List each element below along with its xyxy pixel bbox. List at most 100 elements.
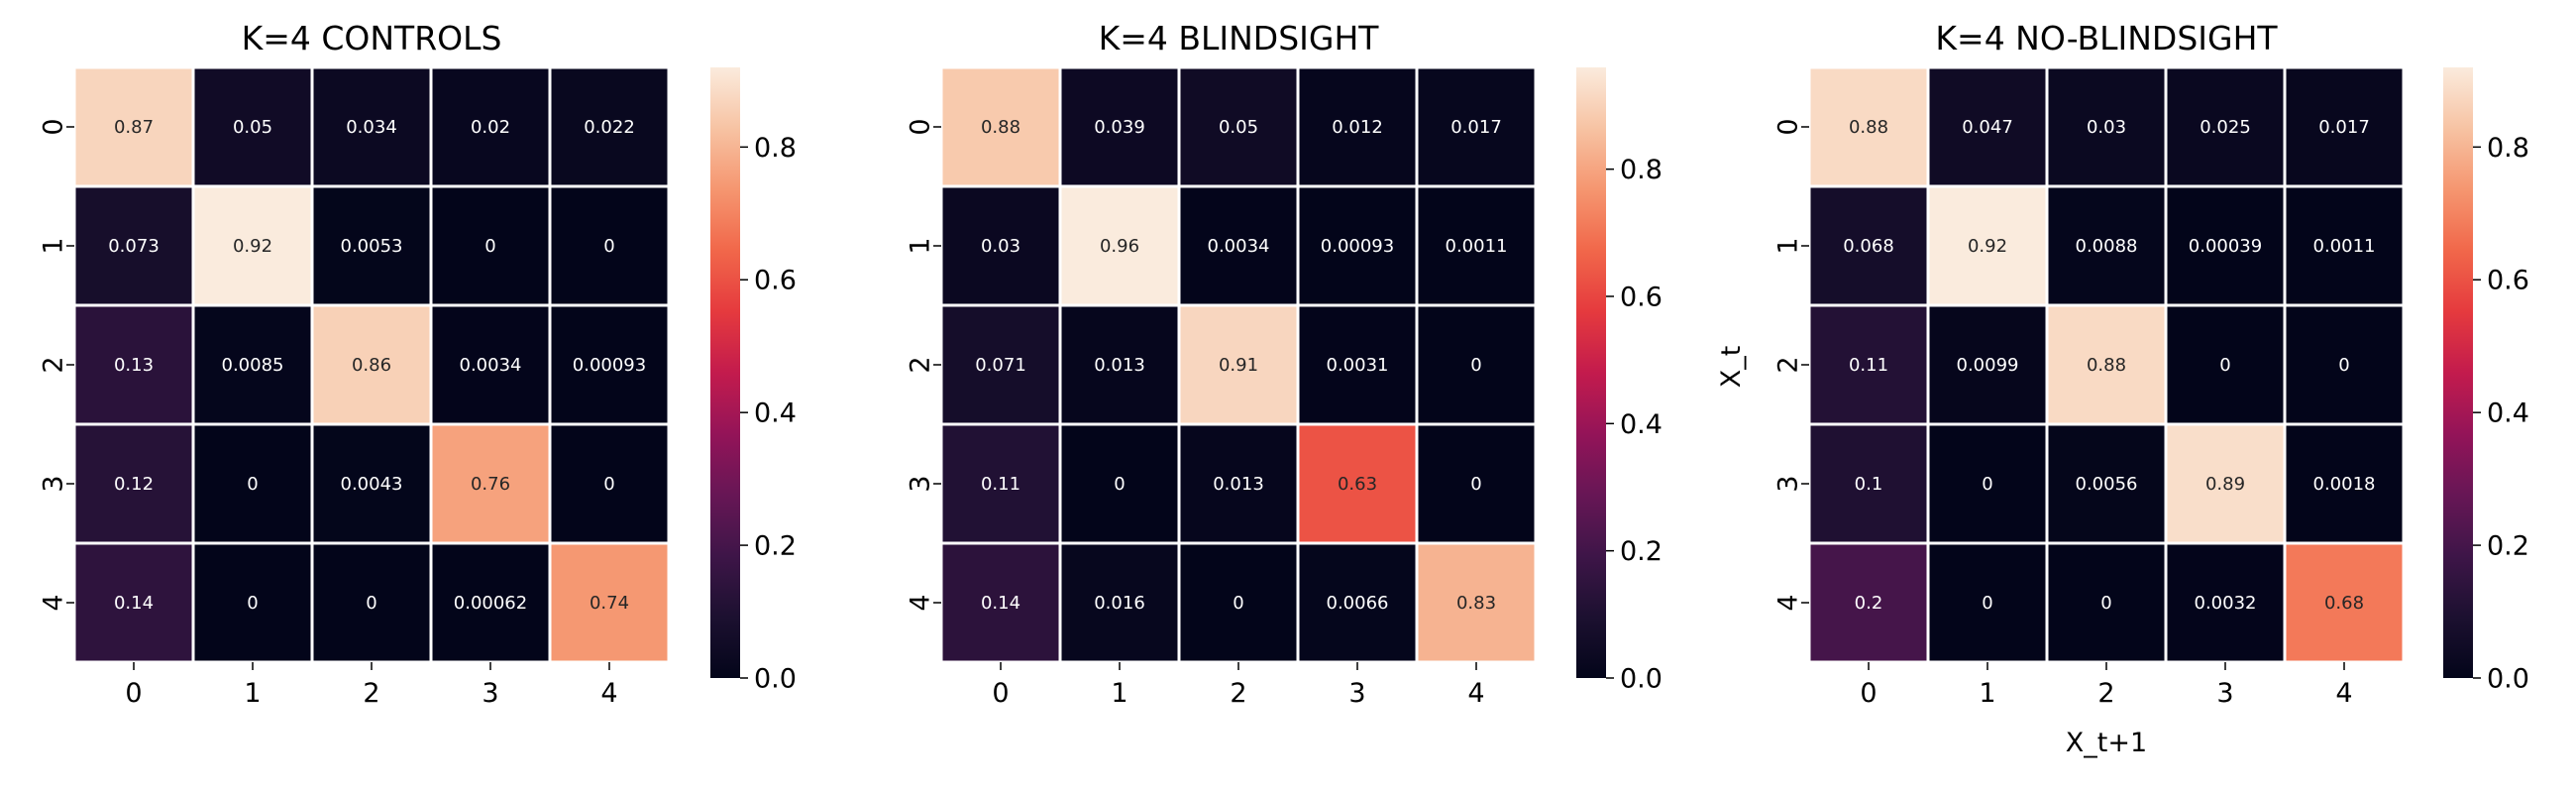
cell-value-label: 0.0032	[2195, 593, 2257, 614]
cell-value-label: 0.86	[352, 355, 391, 376]
heatmap-cell	[191, 65, 314, 188]
x-tick-label: 3	[482, 678, 498, 709]
chart-title: K=4 BLINDSIGHT	[1099, 19, 1380, 57]
heatmap-cell	[191, 422, 314, 545]
colorbar-tick-label: 0.0	[1620, 663, 1663, 694]
cell-value-label: 0.87	[114, 117, 154, 138]
cell-value-label: 0.89	[2205, 474, 2245, 495]
cell-value-label: 0	[484, 236, 495, 257]
cell-value-label: 0	[2219, 355, 2230, 376]
y-tick-label: 2	[1772, 356, 1803, 373]
heatmap-cell	[310, 422, 433, 545]
cell-value-label: 0.88	[2087, 355, 2126, 376]
colorbar-tick-label: 0.4	[754, 398, 797, 429]
cell-value-label: 0	[1233, 593, 1243, 614]
y-tick-label: 4	[1772, 594, 1803, 611]
cell-value-label: 0.073	[108, 236, 160, 257]
cell-value-label: 0.00093	[1321, 236, 1394, 257]
cell-value-label: 0.0034	[460, 355, 522, 376]
cell-value-label: 0.88	[1849, 117, 1888, 138]
y-tick-label: 4	[905, 594, 935, 611]
cell-value-label: 0.047	[1962, 117, 2013, 138]
cell-value-label: 0.03	[2087, 117, 2126, 138]
heatmap-cell	[1177, 184, 1300, 307]
cell-value-label: 0.0034	[1208, 236, 1270, 257]
y-tick-label: 2	[38, 356, 68, 373]
heatmap-cell	[2045, 541, 2168, 664]
cell-value-label: 0	[2100, 593, 2111, 614]
cell-value-label: 0.00062	[454, 593, 527, 614]
heatmap-cell	[2045, 65, 2168, 188]
x-tick-label: 2	[1230, 678, 1246, 709]
cell-value-label: 0.013	[1213, 474, 1264, 495]
x-tick-label: 0	[125, 678, 142, 709]
cell-value-label: 0.03	[981, 236, 1020, 257]
y-tick-label: 1	[1772, 237, 1803, 254]
cell-value-label: 0.0043	[341, 474, 403, 495]
x-tick-label: 2	[363, 678, 379, 709]
y-axis-label: X_t	[1716, 346, 1747, 389]
y-tick-label: 3	[1772, 475, 1803, 492]
colorbar-tick-label: 0.6	[754, 266, 797, 296]
heatmap-cell	[1807, 422, 1930, 545]
colorbar-tick-label: 0.4	[2487, 398, 2529, 429]
cell-value-label: 0.13	[114, 355, 154, 376]
colorbar-tick-label: 0.2	[1620, 536, 1663, 567]
cell-value-label: 0.0085	[222, 355, 284, 376]
heatmap-cell	[939, 422, 1062, 545]
y-tick-label: 0	[1772, 118, 1803, 135]
heatmap-cell	[1415, 422, 1538, 545]
heatmap-cell	[2045, 422, 2168, 545]
heatmap-cell	[1415, 303, 1538, 426]
heatmap-cell	[1177, 303, 1300, 426]
colorbar-tick-label: 0.6	[2487, 266, 2529, 296]
heatmap-cell	[191, 541, 314, 664]
y-tick-label: 4	[38, 594, 68, 611]
heatmap-cell	[1177, 422, 1300, 545]
heatmap-cell	[1926, 303, 2049, 426]
heatmap-cell	[2164, 65, 2287, 188]
cell-value-label: 0.0053	[341, 236, 403, 257]
cell-value-label: 0.91	[1219, 355, 1258, 376]
cell-value-label: 0.0031	[1327, 355, 1389, 376]
colorbar-tick-label: 0.8	[754, 133, 797, 164]
cell-value-label: 0	[1114, 474, 1125, 495]
heatmap-cell	[1058, 65, 1181, 188]
y-tick-label: 0	[38, 118, 68, 135]
cell-value-label: 0.017	[1450, 117, 1502, 138]
colorbar-tick-label: 0.0	[2487, 663, 2529, 694]
heatmap-cell	[191, 303, 314, 426]
x-tick-label: 4	[600, 678, 617, 709]
colorbar	[2443, 67, 2473, 678]
heatmap-cell	[1807, 303, 1930, 426]
x-tick-label: 2	[2097, 678, 2114, 709]
cell-value-label: 0.0018	[2313, 474, 2376, 495]
colorbar-tick-label: 0.0	[754, 663, 797, 694]
x-axis-label: X_t+1	[2066, 728, 2147, 758]
chart-title: K=4 CONTROLS	[242, 19, 502, 57]
cell-value-label: 0.05	[233, 117, 272, 138]
cell-value-label: 0.0088	[2076, 236, 2138, 257]
cell-value-label: 0.92	[1968, 236, 2007, 257]
y-tick-label: 2	[905, 356, 935, 373]
cell-value-label: 0.11	[981, 474, 1020, 495]
heatmap-cell	[2164, 184, 2287, 307]
cell-value-label: 0.00039	[2189, 236, 2262, 257]
y-tick-label: 3	[38, 475, 68, 492]
y-tick-label: 3	[905, 475, 935, 492]
heatmap-cell	[1415, 541, 1538, 664]
heatmap-cell	[2045, 303, 2168, 426]
cell-value-label: 0	[1982, 474, 1992, 495]
cell-value-label: 0.83	[1456, 593, 1496, 614]
colorbar-tick-label: 0.2	[754, 531, 797, 562]
cell-value-label: 0	[1470, 474, 1481, 495]
heatmap-cell	[1058, 184, 1181, 307]
cell-value-label: 0.14	[981, 593, 1020, 614]
cell-value-label: 0	[603, 236, 614, 257]
chart-title: K=4 NO-BLINDSIGHT	[1935, 19, 2278, 57]
cell-value-label: 0	[2338, 355, 2349, 376]
cell-value-label: 0.068	[1843, 236, 1894, 257]
